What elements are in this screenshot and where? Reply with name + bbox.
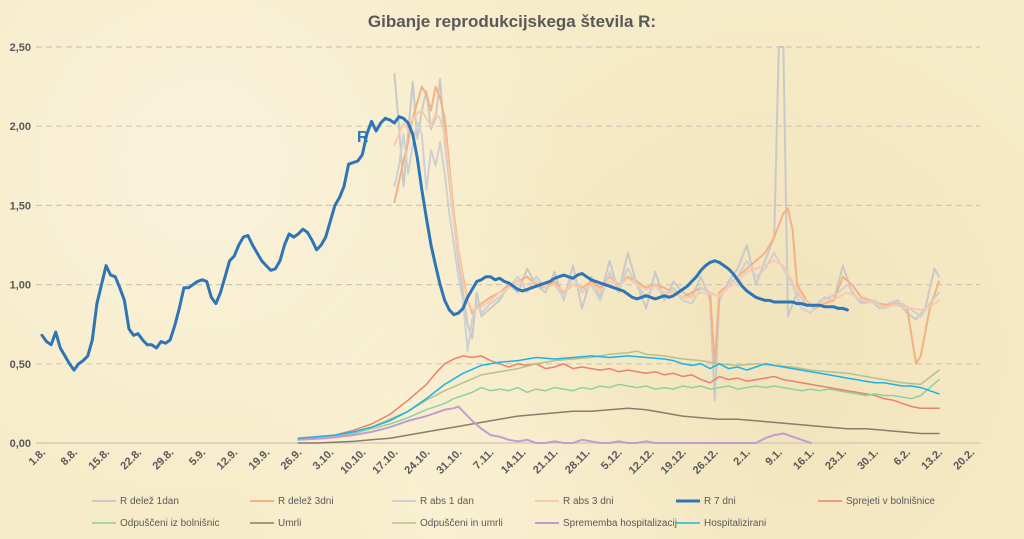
legend-label: Hospitalizirani [704,518,766,529]
chart-title: Gibanje reprodukcijskega števila R: [368,12,656,31]
x-tick-label: 19.9. [247,447,273,473]
x-tick-label: 20.2. [951,447,977,473]
legend-entry: Umrli [250,518,301,529]
x-tick-label: 31.10. [434,447,464,477]
series-line-odpuščeni-iz-bolnišnic [297,378,940,441]
x-tick-label: 22.8. [118,447,144,473]
x-tick-label: 29.8. [150,447,176,473]
series-line-r-7-dni [40,115,849,372]
x-tick-label: 14.11. [499,447,529,477]
legend-entry: R abs 3 dni [535,496,614,507]
x-tick-label: 12.12. [627,447,657,477]
legend-entry: Sprememba hospitalizacij [535,518,677,529]
y-tick-label: 0,50 [10,359,31,371]
x-tick-label: 15.8. [86,447,112,473]
legend-label: R 7 dni [704,496,736,507]
plot-series [40,46,940,444]
x-tick-label: 21.11. [531,447,561,477]
series-line-umrli [297,407,940,444]
y-tick-label: 2,00 [10,121,31,133]
x-tick-label: 12.9. [215,447,241,473]
legend-label: R abs 3 dni [563,496,614,507]
x-tick-label: 2.1. [731,447,752,468]
r-annotation: R [357,129,369,146]
legend-entry: R delež 3dni [250,496,334,507]
y-tick-label: 1,00 [10,280,31,292]
gridlines [36,46,980,444]
legend-entry: Hospitalizirani [676,518,766,529]
x-tick-label: 17.10. [370,447,400,477]
y-tick-label: 1,50 [10,200,31,212]
legend-label: R delež 3dni [278,496,334,507]
x-tick-label: 8.8. [59,447,80,468]
x-axis-ticks: 1.8. 8.8. 15.8. 22.8. 29.8. 5.9. 12.9. 19.9. 26.… [27,447,977,477]
x-tick-label: 5.12. [599,447,625,473]
series-line-r-abs-3-dni [393,109,940,311]
legend-label: Umrli [278,518,301,529]
x-tick-label: 6.2. [892,447,913,468]
legend-entry: Sprejeti v bolnišnice [818,496,935,507]
x-tick-label: 26.9. [279,447,305,473]
y-tick-label: 2,50 [10,42,31,54]
series-line-hospitalizirani [297,355,940,439]
x-tick-label: 24.10. [402,447,432,477]
x-tick-label: 23.1. [823,447,849,473]
legend-entry: R 7 dni [676,496,736,507]
series-line-sprejeti-v-bolnišnice [297,355,940,439]
x-tick-label: 19.12. [659,447,689,477]
legend-label: Sprejeti v bolnišnice [846,496,935,507]
x-tick-label: 28.11. [563,447,593,477]
legend-entry: Odpuščeni in umrli [392,518,503,529]
legend-entry: R delež 1dan [92,496,179,507]
x-tick-label: 13.2. [919,447,945,473]
x-tick-label: 30.1. [855,447,881,473]
series-line-sprememba-hospitalizacij [297,405,812,444]
legend-label: Odpuščeni iz bolnišnic [120,518,220,529]
y-tick-label: 0,00 [10,438,31,450]
x-tick-label: 9.1. [763,447,784,468]
x-tick-label: 26.12. [691,447,721,477]
x-tick-label: 3.10. [311,447,337,473]
legend-entry: R abs 1 dan [392,496,474,507]
x-tick-label: 16.1. [791,447,817,473]
x-tick-label: 5.9. [187,447,208,468]
series-line-r-delež-1dan [393,46,940,402]
legend-label: Odpuščeni in umrli [420,518,503,529]
series-line-r-abs-1-dan [393,122,940,353]
y-axis-ticks: 0,00 0,50 1,00 1,50 2,00 2,50 [10,42,31,450]
x-tick-label: 10.10. [338,447,368,477]
legend: R delež 1dan R delež 3dni R abs 1 dan R abs… [92,496,935,529]
legend-label: Sprememba hospitalizacij [563,518,677,529]
legend-entry: Odpuščeni iz bolnišnic [92,518,220,529]
legend-label: R abs 1 dan [420,496,474,507]
series-line-r-delež-3dni [393,85,940,365]
legend-label: R delež 1dan [120,496,179,507]
x-tick-label: 7.11. [471,447,496,472]
